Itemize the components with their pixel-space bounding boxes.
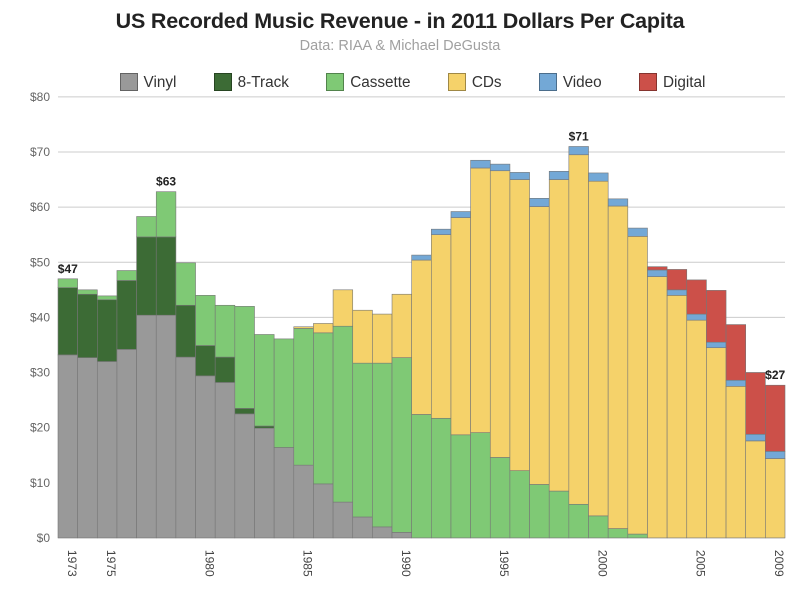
- svg-text:1985: 1985: [301, 550, 315, 577]
- svg-text:1973: 1973: [65, 550, 79, 577]
- svg-text:$20: $20: [30, 421, 50, 435]
- svg-text:$63: $63: [156, 175, 176, 189]
- svg-text:$30: $30: [30, 366, 50, 380]
- svg-text:1990: 1990: [399, 550, 413, 577]
- svg-text:$27: $27: [765, 368, 785, 382]
- svg-text:2009: 2009: [772, 550, 786, 577]
- svg-text:2000: 2000: [595, 550, 609, 577]
- svg-text:$10: $10: [30, 476, 50, 490]
- svg-text:2005: 2005: [694, 550, 708, 577]
- svg-text:$47: $47: [58, 262, 78, 276]
- svg-text:$40: $40: [30, 310, 50, 324]
- svg-text:$70: $70: [30, 145, 50, 159]
- svg-text:$71: $71: [569, 129, 589, 143]
- svg-text:$60: $60: [30, 200, 50, 214]
- svg-text:1975: 1975: [104, 550, 118, 577]
- svg-text:1995: 1995: [497, 550, 511, 577]
- svg-text:$50: $50: [30, 255, 50, 269]
- svg-text:1980: 1980: [202, 550, 216, 577]
- svg-text:$80: $80: [30, 90, 50, 104]
- svg-text:$0: $0: [37, 531, 51, 545]
